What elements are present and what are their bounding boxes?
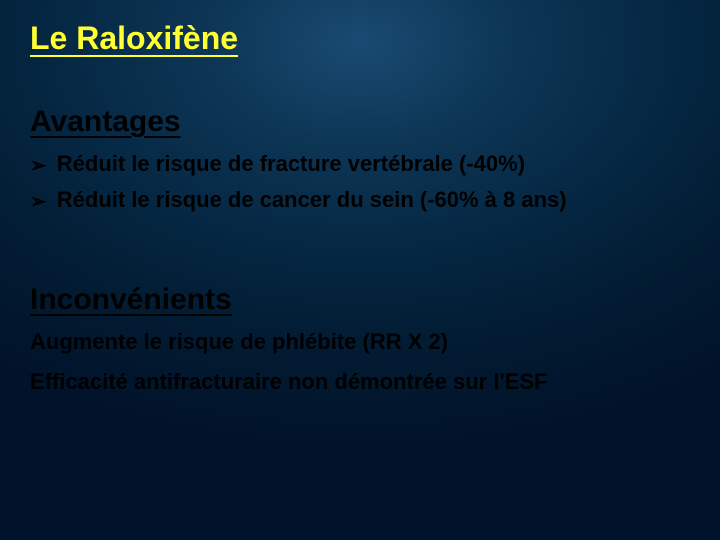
slide: Le Raloxifène Avantages ➢ Réduit le risq…	[0, 0, 720, 540]
bullet-item: ➢ Réduit le risque de fracture vertébral…	[30, 151, 690, 177]
section-spacer	[30, 223, 690, 283]
plain-item: Augmente le risque de phlébite (RR X 2)	[30, 329, 690, 355]
plain-item: Efficacité antifracturaire non démontrée…	[30, 369, 690, 395]
section-heading-avantages: Avantages	[30, 105, 690, 139]
bullet-text: Réduit le risque de fracture vertébrale …	[57, 151, 525, 177]
arrow-bullet-icon: ➢	[30, 156, 47, 176]
slide-title: Le Raloxifène	[30, 20, 690, 57]
bullet-item: ➢ Réduit le risque de cancer du sein (-6…	[30, 187, 690, 213]
arrow-bullet-icon: ➢	[30, 192, 47, 212]
bullet-text: Réduit le risque de cancer du sein (-60%…	[57, 187, 567, 213]
section-heading-inconvenients: Inconvénients	[30, 283, 690, 317]
